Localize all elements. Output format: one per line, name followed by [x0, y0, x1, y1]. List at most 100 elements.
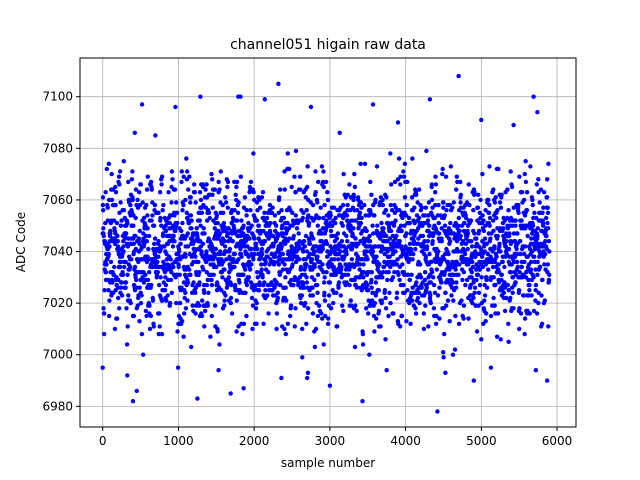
- data-point: [275, 295, 281, 301]
- data-point: [290, 262, 295, 267]
- data-point: [305, 184, 310, 190]
- data-point: [380, 275, 385, 280]
- data-point: [357, 210, 363, 215]
- data-point: [304, 208, 309, 213]
- data-point: [531, 308, 537, 314]
- data-point: [442, 223, 448, 228]
- data-point: [434, 267, 439, 272]
- data-point: [188, 200, 193, 205]
- data-point: [433, 202, 438, 208]
- x-tick-label: 0: [99, 434, 107, 448]
- data-point: [395, 257, 400, 262]
- data-point: [281, 257, 286, 262]
- data-point: [372, 300, 378, 306]
- data-point: [544, 215, 549, 221]
- data-point: [185, 298, 190, 303]
- data-point: [383, 295, 388, 301]
- data-point: [186, 187, 191, 192]
- data-point: [271, 262, 277, 267]
- data-point: [483, 319, 488, 324]
- data-point: [517, 306, 522, 311]
- data-point: [404, 231, 409, 236]
- data-point: [361, 270, 367, 275]
- data-point: [288, 303, 294, 308]
- data-point: [517, 174, 522, 179]
- data-point: [440, 171, 445, 177]
- data-point: [304, 262, 309, 267]
- data-point: [341, 171, 346, 177]
- data-point: [254, 300, 259, 306]
- data-point: [310, 285, 315, 290]
- data-point: [188, 195, 193, 200]
- data-point: [283, 275, 288, 280]
- data-point: [185, 280, 191, 285]
- data-point: [320, 262, 325, 267]
- data-point: [524, 208, 530, 213]
- data-point: [180, 208, 185, 213]
- data-point: [234, 184, 239, 190]
- data-point: [352, 171, 357, 177]
- data-point: [488, 236, 493, 241]
- data-point: [427, 251, 432, 257]
- data-point: [421, 326, 427, 332]
- data-point: [183, 254, 188, 259]
- data-point: [167, 239, 172, 244]
- data-point: [412, 220, 417, 226]
- data-point: [298, 187, 303, 192]
- data-point: [146, 246, 151, 252]
- data-point: [533, 368, 539, 373]
- data-point: [149, 187, 154, 192]
- data-point: [222, 267, 227, 272]
- data-point: [429, 182, 434, 187]
- data-point: [192, 249, 198, 254]
- data-point: [294, 226, 300, 231]
- data-point: [418, 262, 423, 267]
- data-point: [214, 213, 220, 218]
- data-point: [367, 352, 372, 357]
- data-point: [437, 316, 442, 321]
- data-point: [279, 244, 284, 249]
- data-point: [458, 233, 463, 239]
- data-point: [194, 226, 199, 231]
- data-point: [430, 239, 435, 244]
- data-point: [490, 264, 496, 270]
- data-point: [431, 306, 437, 311]
- data-point: [174, 200, 179, 205]
- data-point: [212, 187, 218, 192]
- data-point: [461, 270, 466, 275]
- data-point: [428, 293, 433, 298]
- data-point: [123, 285, 128, 290]
- data-point: [155, 259, 160, 265]
- data-point: [423, 254, 429, 259]
- data-point: [457, 228, 462, 234]
- data-point: [135, 197, 140, 203]
- data-point: [394, 233, 399, 239]
- data-point: [215, 220, 220, 226]
- data-point: [247, 236, 252, 241]
- data-point: [262, 280, 267, 285]
- data-point: [129, 177, 135, 182]
- data-point: [168, 257, 173, 262]
- data-point: [429, 270, 435, 275]
- data-point: [226, 231, 231, 236]
- data-point: [315, 290, 320, 295]
- data-point: [479, 337, 484, 342]
- data-point: [494, 215, 499, 221]
- data-point: [358, 220, 363, 226]
- data-point: [476, 303, 481, 308]
- data-point: [144, 187, 150, 192]
- data-point: [134, 285, 139, 290]
- data-point: [310, 293, 315, 298]
- data-point: [455, 223, 461, 228]
- data-point: [345, 202, 350, 208]
- data-point: [293, 306, 298, 311]
- data-point: [453, 267, 458, 272]
- data-point: [515, 251, 520, 257]
- data-point: [254, 321, 259, 326]
- data-point: [426, 213, 431, 218]
- data-point: [319, 311, 324, 316]
- data-point: [522, 331, 527, 337]
- data-point: [321, 169, 326, 174]
- data-point: [322, 298, 328, 303]
- data-point: [416, 290, 421, 295]
